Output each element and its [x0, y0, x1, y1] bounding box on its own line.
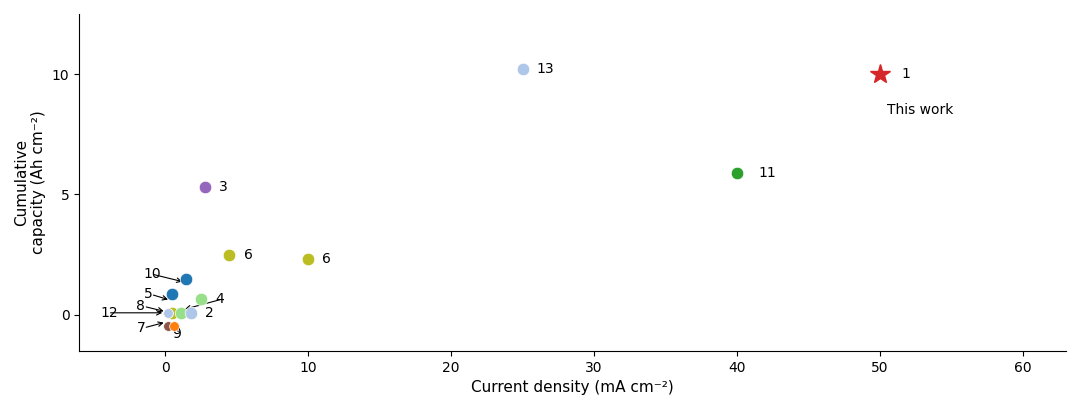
X-axis label: Current density (mA cm⁻²): Current density (mA cm⁻²)	[471, 380, 674, 395]
Text: 11: 11	[758, 166, 777, 180]
Text: 13: 13	[537, 62, 554, 76]
Text: 6: 6	[322, 252, 332, 266]
Text: 3: 3	[219, 180, 228, 194]
Text: 5: 5	[144, 287, 152, 301]
Text: 7: 7	[136, 321, 145, 335]
Text: 12: 12	[100, 306, 119, 320]
Text: 10: 10	[144, 267, 161, 281]
Text: 1: 1	[902, 67, 910, 81]
Y-axis label: Cumulative
capacity (Ah cm⁻²): Cumulative capacity (Ah cm⁻²)	[14, 110, 46, 254]
Text: 6: 6	[244, 247, 253, 262]
Text: This work: This work	[888, 103, 954, 117]
Text: 8: 8	[136, 299, 146, 313]
Text: 4: 4	[215, 292, 224, 306]
Text: 9: 9	[172, 327, 181, 341]
Text: 2: 2	[205, 306, 214, 320]
